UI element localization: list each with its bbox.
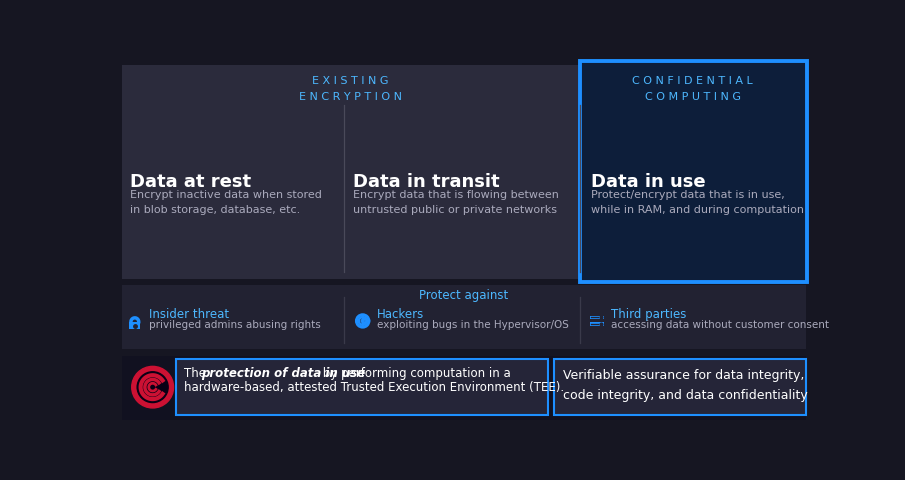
Text: The: The: [184, 367, 209, 380]
Circle shape: [361, 319, 364, 323]
FancyBboxPatch shape: [580, 61, 806, 282]
Text: protection of data in use: protection of data in use: [201, 367, 365, 380]
Text: Data at rest: Data at rest: [130, 173, 252, 191]
Text: Hackers: Hackers: [376, 308, 424, 321]
Text: Encrypt data that is flowing between
untrusted public or private networks: Encrypt data that is flowing between unt…: [353, 190, 559, 215]
Text: E X I S T I N G
E N C R Y P T I O N: E X I S T I N G E N C R Y P T I O N: [300, 76, 402, 102]
FancyBboxPatch shape: [590, 322, 604, 325]
FancyBboxPatch shape: [121, 65, 806, 279]
Text: by performing computation in a: by performing computation in a: [319, 367, 510, 380]
Text: Encrypt inactive data when stored
in blob storage, database, etc.: Encrypt inactive data when stored in blo…: [130, 190, 322, 215]
FancyBboxPatch shape: [121, 356, 806, 420]
Circle shape: [132, 366, 174, 408]
Text: privileged admins abusing rights: privileged admins abusing rights: [148, 320, 320, 330]
FancyBboxPatch shape: [176, 360, 548, 415]
Text: Protect against: Protect against: [419, 289, 509, 302]
Text: Protect/encrypt data that is in use,
while in RAM, and during computation: Protect/encrypt data that is in use, whi…: [591, 190, 804, 215]
Text: Data in use: Data in use: [591, 173, 705, 191]
Circle shape: [138, 372, 168, 403]
Text: accessing data without customer consent: accessing data without customer consent: [611, 320, 829, 330]
FancyBboxPatch shape: [121, 285, 806, 349]
Text: Insider threat: Insider threat: [148, 308, 229, 321]
Text: Data in transit: Data in transit: [353, 173, 500, 191]
Text: hardware-based, attested Trusted Execution Environment (TEE).: hardware-based, attested Trusted Executi…: [184, 381, 564, 394]
Text: C O N F I D E N T I A L
C O M P U T I N G: C O N F I D E N T I A L C O M P U T I N …: [633, 76, 753, 102]
Text: Third parties: Third parties: [611, 308, 686, 321]
FancyBboxPatch shape: [590, 315, 604, 319]
FancyBboxPatch shape: [554, 360, 806, 415]
Text: Verifiable assurance for data integrity,
code integrity, and data confidentialit: Verifiable assurance for data integrity,…: [564, 370, 808, 402]
Text: exploiting bugs in the Hypervisor/OS: exploiting bugs in the Hypervisor/OS: [376, 320, 568, 330]
FancyBboxPatch shape: [129, 322, 140, 329]
